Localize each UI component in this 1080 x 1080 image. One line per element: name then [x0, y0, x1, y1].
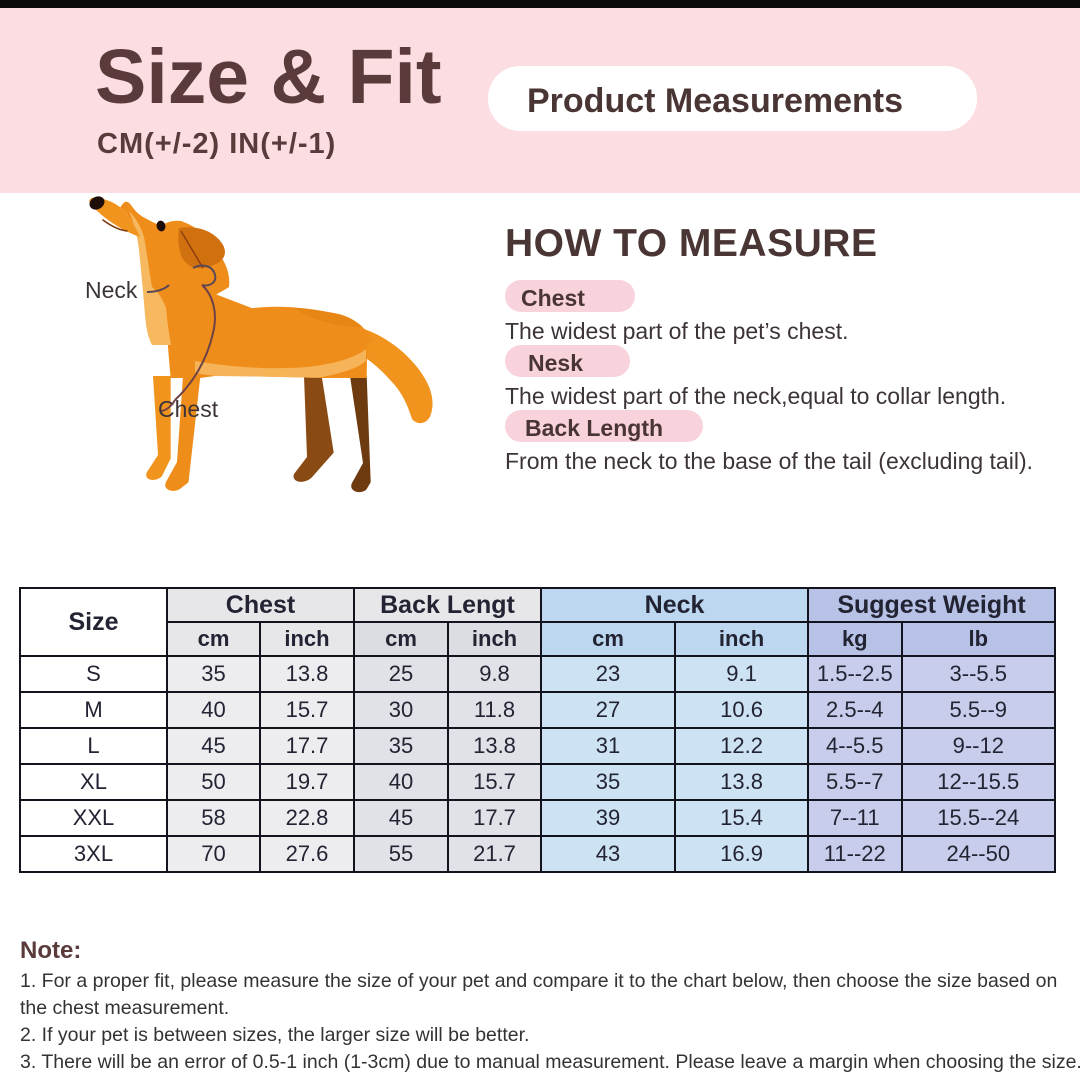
- svg-text:Neck: Neck: [85, 277, 138, 303]
